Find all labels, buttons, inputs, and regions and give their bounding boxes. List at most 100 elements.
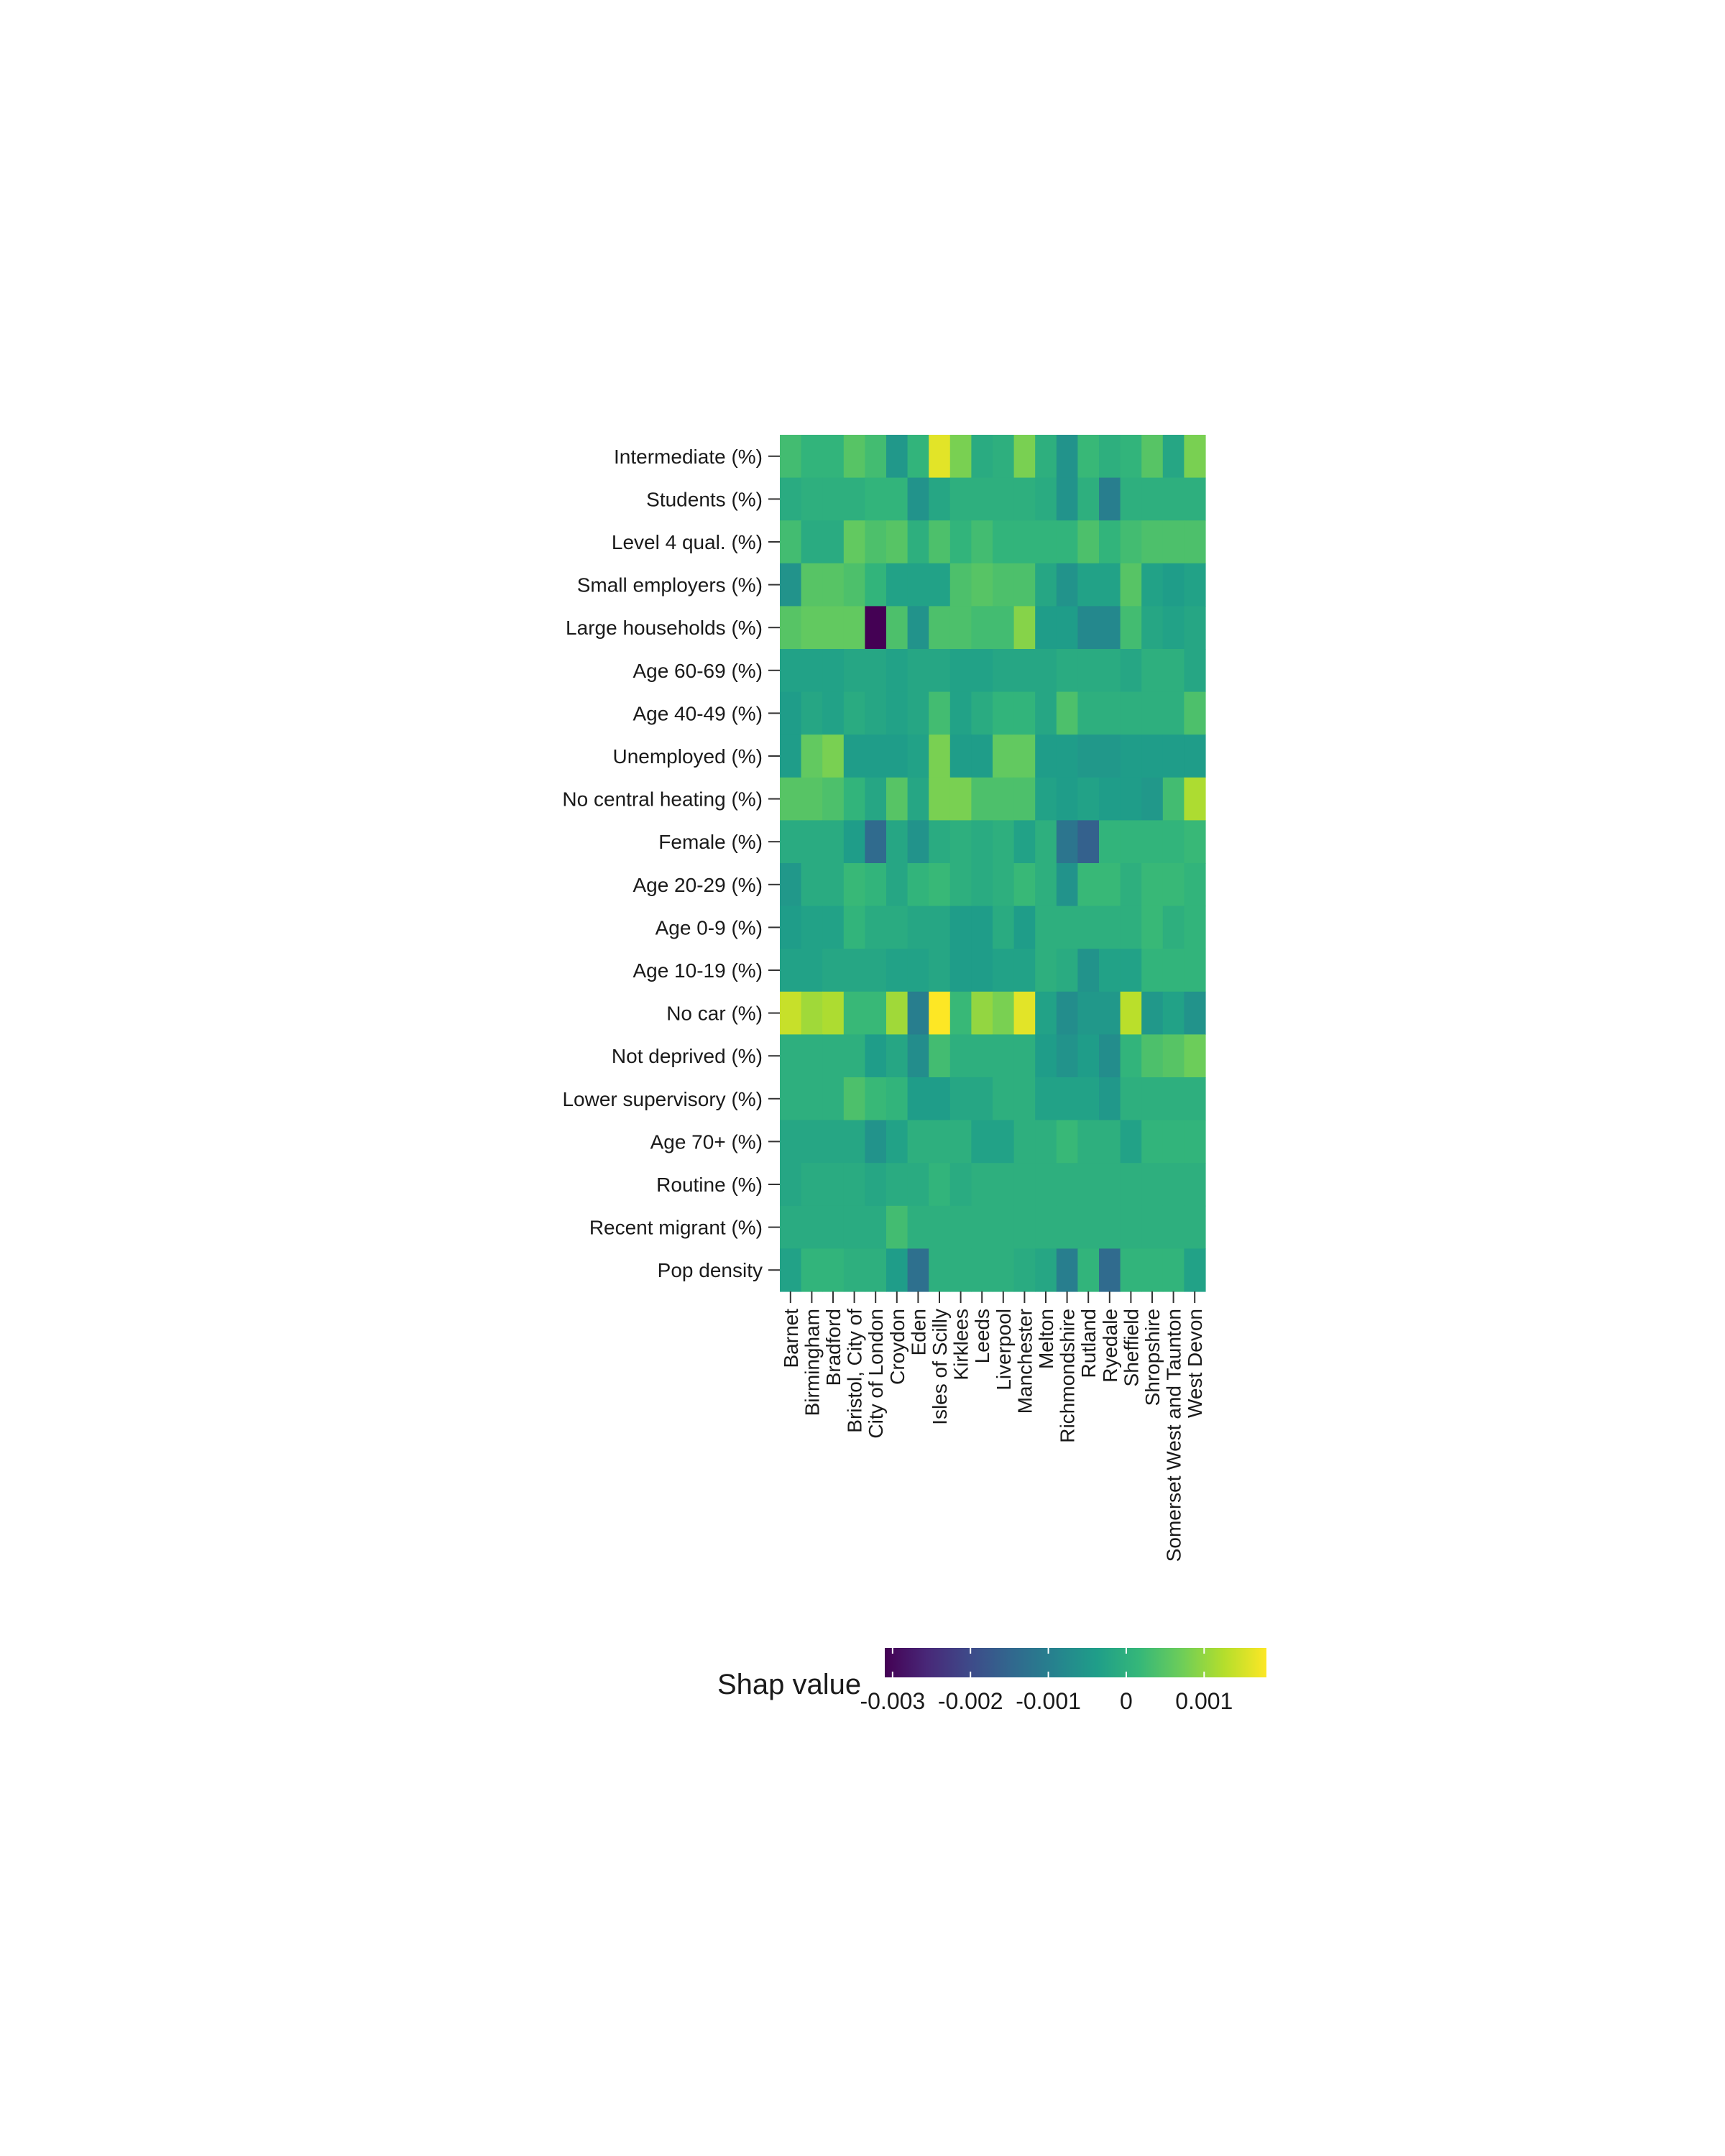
heatmap-cell	[865, 563, 887, 607]
heatmap-cell	[1141, 691, 1164, 735]
heatmap-cell	[822, 734, 845, 778]
heatmap-cell	[1162, 734, 1184, 778]
x-label-richmondshire: Richmondshire	[1057, 1309, 1079, 1443]
heatmap-cell	[1162, 777, 1184, 821]
heatmap-cell	[1162, 477, 1184, 521]
heatmap-cell	[1184, 649, 1206, 693]
heatmap-cell	[929, 563, 951, 607]
heatmap-cell	[971, 1034, 993, 1078]
heatmap-cell	[843, 435, 865, 479]
x-label-bradford: Bradford	[822, 1309, 845, 1386]
heatmap-cell	[865, 906, 887, 949]
heatmap-cell	[1141, 1163, 1164, 1207]
heatmap-cell	[993, 606, 1015, 650]
heatmap-cell	[1056, 1163, 1078, 1207]
heatmap-cell	[1077, 649, 1100, 693]
heatmap-cell	[1120, 563, 1142, 607]
heatmap-cell	[1013, 906, 1036, 949]
heatmap-cell	[1035, 1120, 1057, 1164]
y-label-age-40-49: Age 40-49 (%)	[632, 702, 763, 724]
heatmap-cell	[1013, 949, 1036, 992]
heatmap-cell	[1099, 734, 1121, 778]
heatmap-cell	[1099, 1077, 1121, 1121]
heatmap-cell	[1099, 820, 1121, 864]
x-label-manchester: Manchester	[1013, 1309, 1036, 1414]
heatmap-cell	[1035, 691, 1057, 735]
heatmap-cell	[843, 777, 865, 821]
heatmap-cell	[780, 820, 802, 864]
heatmap-cell	[1013, 1248, 1036, 1292]
y-axis-ticks	[768, 455, 780, 1271]
heatmap-cell	[1162, 991, 1184, 1035]
heatmap-cell	[1184, 1248, 1206, 1292]
heatmap-cell	[1162, 1248, 1184, 1292]
heatmap-cell	[801, 520, 823, 564]
heatmap-cell	[1141, 1034, 1164, 1078]
heatmap-cell	[843, 691, 865, 735]
heatmap-cell	[801, 949, 823, 992]
heatmap-cell	[843, 1248, 865, 1292]
heatmap-cell	[1141, 734, 1164, 778]
heatmap-cell	[865, 863, 887, 907]
heatmap-cells	[780, 435, 1206, 1292]
heatmap-cell	[907, 520, 929, 564]
heatmap-cell	[1013, 477, 1036, 521]
heatmap-cell	[907, 1205, 929, 1249]
heatmap-cell	[907, 1034, 929, 1078]
heatmap-cell	[1013, 734, 1036, 778]
heatmap-cell	[865, 1077, 887, 1121]
heatmap-cell	[822, 777, 845, 821]
heatmap-cell	[843, 1120, 865, 1164]
heatmap-cell	[1013, 1077, 1036, 1121]
heatmap-cell	[1077, 734, 1100, 778]
heatmap-cell	[1035, 991, 1057, 1035]
x-label-west-devon: West Devon	[1184, 1309, 1206, 1418]
heatmap-cell	[907, 1120, 929, 1164]
heatmap-cell	[843, 606, 865, 650]
heatmap-cell	[929, 777, 951, 821]
heatmap-cell	[1077, 435, 1100, 479]
heatmap-cell	[929, 863, 951, 907]
heatmap-cell	[801, 606, 823, 650]
heatmap-cell	[1035, 606, 1057, 650]
heatmap-cell	[1056, 777, 1078, 821]
heatmap-cell	[801, 906, 823, 949]
heatmap-cell	[949, 477, 972, 521]
x-label-croydon: Croydon	[886, 1309, 908, 1385]
heatmap-cell	[1056, 606, 1078, 650]
heatmap-cell	[1141, 435, 1164, 479]
x-label-sheffield: Sheffield	[1120, 1309, 1142, 1386]
heatmap-cell	[801, 777, 823, 821]
x-label-shropshire: Shropshire	[1141, 1309, 1164, 1406]
heatmap-cell	[822, 1077, 845, 1121]
heatmap-cell	[1056, 477, 1078, 521]
heatmap-cell	[1141, 1205, 1164, 1249]
heatmap-cell	[1099, 563, 1121, 607]
heatmap-cell	[886, 563, 908, 607]
y-label-no-central-heating: No central heating (%)	[562, 788, 763, 811]
heatmap-cell	[993, 820, 1015, 864]
heatmap-cell	[929, 949, 951, 992]
heatmap-cell	[1035, 734, 1057, 778]
heatmap-cell	[886, 949, 908, 992]
heatmap-cell	[949, 734, 972, 778]
heatmap-cell	[843, 520, 865, 564]
heatmap-cell	[1077, 1034, 1100, 1078]
heatmap-cell	[886, 777, 908, 821]
heatmap-cell	[1120, 1077, 1142, 1121]
heatmap-cell	[1141, 1077, 1164, 1121]
heatmap-cell	[1077, 1077, 1100, 1121]
heatmap-cell	[949, 991, 972, 1035]
heatmap-cell	[1077, 1120, 1100, 1164]
heatmap-cell	[1056, 649, 1078, 693]
heatmap-cell	[801, 1163, 823, 1207]
heatmap-cell	[822, 606, 845, 650]
heatmap-cell	[1013, 777, 1036, 821]
heatmap-cell	[1120, 1034, 1142, 1078]
heatmap-cell	[993, 520, 1015, 564]
colorbar-ticks	[891, 1648, 1205, 1677]
heatmap-cell	[886, 1248, 908, 1292]
heatmap-cell	[1056, 863, 1078, 907]
heatmap-cell	[865, 949, 887, 992]
